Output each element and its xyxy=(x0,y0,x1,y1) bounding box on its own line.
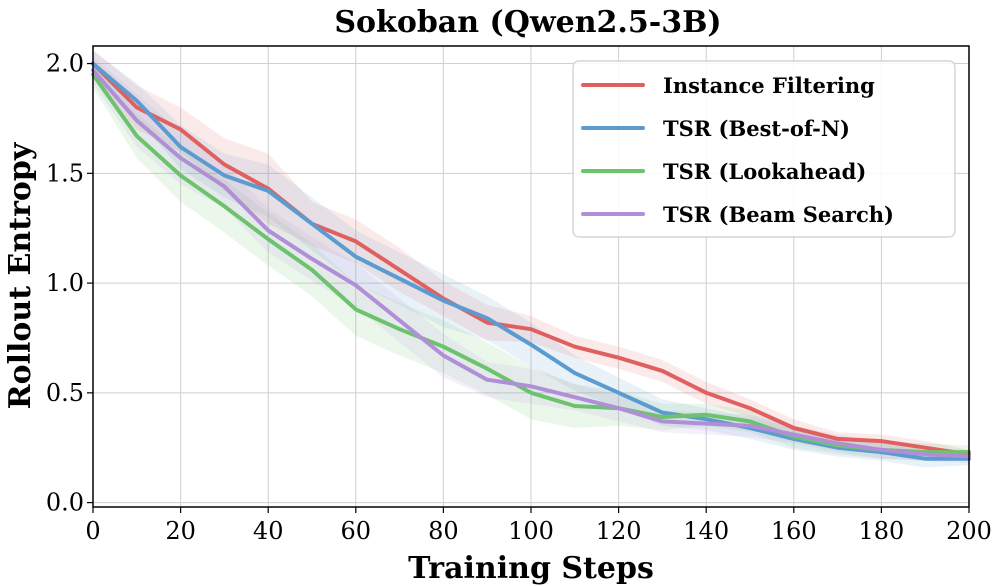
y-axis-label: Rollout Entropy xyxy=(3,141,38,409)
x-axis-ticks: 0 20 40 60 80 100 120 140 160 180 200 xyxy=(85,507,992,545)
x-tick-label: 40 xyxy=(253,517,284,545)
line-series-0 xyxy=(91,61,971,457)
line-series-2 xyxy=(91,72,971,455)
legend-label-3: TSR (Beam Search) xyxy=(663,202,894,227)
x-tick-label: 80 xyxy=(428,517,459,545)
band-series-2 xyxy=(93,61,969,461)
y-tick-label: 1.0 xyxy=(46,269,84,297)
x-tick-label: 0 xyxy=(85,517,100,545)
line-series-1 xyxy=(91,61,971,461)
y-tick-label: 0.0 xyxy=(46,489,84,517)
x-tick-label: 60 xyxy=(341,517,372,545)
x-tick-label: 140 xyxy=(683,517,729,545)
legend-label-2: TSR (Lookahead) xyxy=(663,159,866,184)
legend-box xyxy=(572,60,956,238)
band-series-3 xyxy=(93,57,969,464)
series-lines xyxy=(91,61,971,461)
y-tick-label: 2.0 xyxy=(46,50,84,78)
y-tick-label: 0.5 xyxy=(46,379,84,407)
legend-label-1: TSR (Best-of-N) xyxy=(663,116,850,141)
x-tick-label: 120 xyxy=(596,517,642,545)
x-axis-label: Training Steps xyxy=(408,551,654,586)
legend: Instance Filtering TSR (Best-of-N) TSR (Lo… xyxy=(572,60,956,238)
x-tick-label: 20 xyxy=(165,517,196,545)
legend-label-0: Instance Filtering xyxy=(663,73,875,98)
x-tick-label: 200 xyxy=(946,517,992,545)
x-tick-label: 180 xyxy=(858,517,904,545)
chart-title: Sokoban (Qwen2.5-3B) xyxy=(334,5,721,40)
line-series-3 xyxy=(91,68,971,459)
confidence-bands xyxy=(93,50,969,468)
y-tick-label: 1.5 xyxy=(46,159,84,187)
x-tick-label: 160 xyxy=(771,517,817,545)
y-axis-ticks: 0.0 0.5 1.0 1.5 2.0 xyxy=(46,50,93,517)
x-tick-label: 100 xyxy=(508,517,554,545)
